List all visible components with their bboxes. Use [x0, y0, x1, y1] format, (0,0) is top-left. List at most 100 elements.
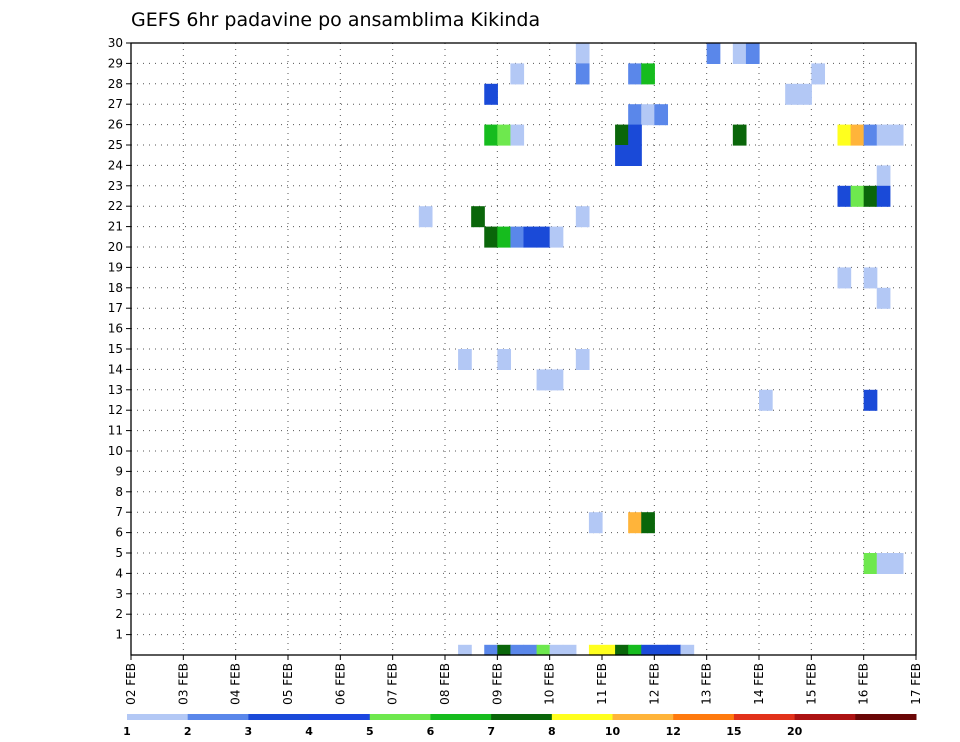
y-tick-label: 8: [115, 485, 123, 499]
y-tick-label: 1: [115, 628, 123, 642]
precip-cell: [811, 63, 826, 85]
x-tick-label: 17 FEB: [909, 663, 923, 705]
precip-cell: [654, 104, 669, 126]
precip-cell: [876, 553, 891, 574]
precip-cell: [575, 206, 590, 228]
precip-cell: [575, 43, 590, 64]
precip-cell: [562, 644, 577, 656]
precip-cell: [602, 644, 616, 656]
colorbar-segment: [551, 714, 614, 720]
precip-cell: [628, 124, 642, 146]
colorbar-label: 5: [366, 725, 374, 738]
precip-cell: [863, 124, 878, 146]
colorbar-segment: [855, 714, 917, 720]
precip-cell: [863, 553, 878, 574]
x-tick-label: 12 FEB: [647, 663, 661, 705]
precip-cell: [745, 43, 760, 64]
precip-cell: [536, 644, 551, 656]
precip-cell: [615, 145, 629, 166]
precip-cell: [484, 83, 498, 105]
precip-cell: [785, 83, 799, 105]
y-tick-label: 12: [108, 403, 123, 417]
precip-cell: [549, 226, 564, 248]
precip-cell: [850, 185, 865, 207]
y-tick-label: 25: [108, 138, 123, 152]
precip-cell: [837, 185, 852, 207]
colorbar-label: 1: [123, 725, 131, 738]
precip-cell: [484, 124, 498, 146]
precip-cell: [458, 644, 472, 656]
y-tick-label: 24: [108, 158, 123, 172]
x-tick-label: 02 FEB: [124, 663, 138, 705]
precip-cell: [458, 349, 472, 370]
colorbar-label: 15: [726, 725, 741, 738]
precip-cell: [641, 104, 655, 126]
colorbar-segment: [309, 714, 371, 720]
precip-cell: [549, 369, 564, 391]
y-tick-label: 28: [108, 77, 123, 91]
precip-cell: [850, 124, 865, 146]
y-tick-label: 2: [115, 607, 123, 621]
colorbar-label: 4: [305, 725, 313, 738]
colorbar-segment: [612, 714, 674, 720]
colorbar-label: 6: [427, 725, 435, 738]
y-tick-label: 10: [108, 444, 123, 458]
x-tick-label: 14 FEB: [752, 663, 766, 705]
precip-cell: [876, 185, 891, 207]
colorbar-segment: [430, 714, 492, 720]
precip-cell: [759, 389, 773, 411]
precip-cell: [575, 63, 590, 85]
precip-cell: [628, 512, 642, 534]
precip-cell: [837, 267, 852, 289]
x-tick-label: 07 FEB: [386, 663, 400, 705]
precip-cell: [510, 644, 525, 656]
x-tick-label: 10 FEB: [543, 663, 557, 705]
precip-cell: [654, 644, 669, 656]
precip-cell: [484, 226, 498, 248]
x-tick-label: 16 FEB: [857, 663, 871, 705]
y-tick-label: 26: [108, 118, 123, 132]
y-tick-label: 21: [108, 220, 123, 234]
precip-cell: [510, 63, 525, 85]
precip-cell: [837, 124, 852, 146]
precip-cell: [497, 349, 512, 370]
y-tick-label: 29: [108, 56, 123, 70]
precip-cell: [680, 644, 695, 656]
precip-cell: [497, 124, 512, 146]
colorbar-label: 3: [245, 725, 253, 738]
precip-cell: [588, 644, 603, 656]
precip-cell: [536, 369, 551, 391]
precip-cell: [863, 185, 878, 207]
x-tick-label: 08 FEB: [438, 663, 452, 705]
precip-cell: [628, 145, 642, 166]
precip-cell: [471, 206, 485, 228]
precip-cell: [484, 644, 498, 656]
y-tick-label: 20: [108, 240, 123, 254]
x-tick-label: 04 FEB: [229, 663, 243, 705]
y-tick-label: 11: [108, 424, 123, 438]
colorbar-segment: [491, 714, 553, 720]
y-tick-label: 16: [108, 322, 123, 336]
precip-cell: [641, 512, 655, 534]
precip-cell: [876, 165, 891, 187]
y-tick-label: 13: [108, 383, 123, 397]
y-tick-label: 30: [108, 36, 123, 50]
y-tick-label: 9: [115, 464, 123, 478]
precip-cell: [615, 124, 629, 146]
colorbar-label: 8: [548, 725, 556, 738]
precip-cell: [889, 553, 904, 574]
colorbar-segment: [733, 714, 796, 720]
precip-cell: [510, 226, 525, 248]
precip-cell: [549, 644, 564, 656]
precip-cell: [641, 644, 655, 656]
colorbar-segment: [794, 714, 856, 720]
precip-cell: [628, 63, 642, 85]
precip-cell: [588, 512, 603, 534]
colorbar-segment: [187, 714, 249, 720]
y-axis-member-ticks: 1234567891011121314151617181920212223242…: [108, 36, 131, 642]
colorbar-segment: [127, 714, 189, 720]
y-tick-label: 27: [108, 97, 123, 111]
x-tick-label: 06 FEB: [333, 663, 347, 705]
precip-cell: [628, 104, 642, 126]
precip-cell: [732, 43, 747, 64]
